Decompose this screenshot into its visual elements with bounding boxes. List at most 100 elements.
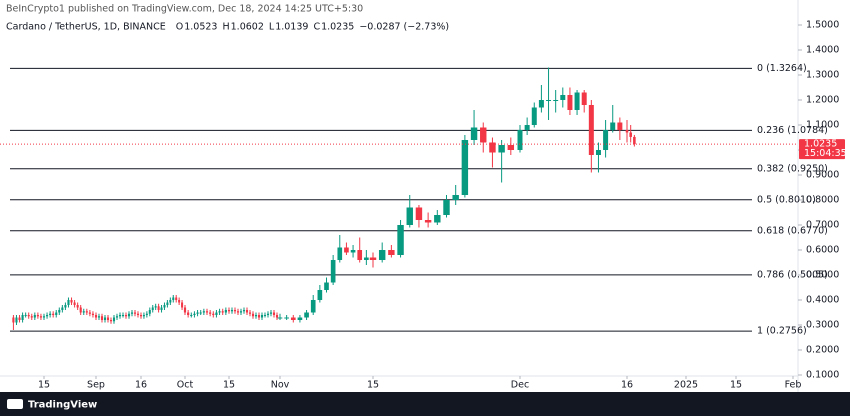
- candle-body: [257, 315, 261, 318]
- candle-body: [124, 315, 128, 317]
- candle-body: [79, 307, 82, 313]
- candle-body: [94, 315, 98, 318]
- y-tick-label: 1.1000: [806, 120, 839, 131]
- x-tick-label: Feb: [785, 380, 802, 391]
- candle-body: [517, 130, 523, 150]
- candle-body: [397, 225, 404, 255]
- candle-body: [581, 92, 587, 105]
- candle-body: [254, 315, 258, 317]
- candle-body: [52, 313, 55, 315]
- candle-body: [163, 305, 166, 308]
- candle-body: [209, 312, 212, 314]
- candle-body: [248, 312, 252, 314]
- candle-body: [378, 250, 386, 260]
- footer: [0, 392, 850, 416]
- y-tick-label: 1.5000: [806, 20, 839, 31]
- x-tick-label: 15: [730, 380, 742, 391]
- candle-body: [136, 313, 140, 315]
- candle-body: [364, 257, 369, 260]
- candle-body: [263, 315, 267, 316]
- candle-body: [45, 315, 49, 317]
- quote-value: 1.0235: [321, 22, 354, 33]
- candle-body: [18, 317, 21, 320]
- symbol-legend: Cardano / TetherUS, 1D, BINANCE O 1.0523 H…: [6, 22, 449, 33]
- candle-body: [227, 310, 231, 312]
- candle-body: [242, 310, 246, 312]
- candle-body: [625, 130, 629, 133]
- fib-label: 0.382 (0.9250): [757, 163, 828, 174]
- candle-body: [118, 315, 122, 317]
- candle-body: [531, 107, 537, 125]
- candle-body: [67, 300, 70, 305]
- publish-note: BeInCrypto1 published on TradingView.com…: [6, 4, 363, 15]
- candle-body: [115, 316, 119, 318]
- candle-body: [251, 313, 255, 317]
- candle-body: [109, 320, 113, 322]
- candle-body: [112, 317, 116, 322]
- candle-body: [218, 311, 221, 313]
- candle-body: [304, 312, 309, 318]
- candle-body: [106, 317, 110, 320]
- candle-body: [33, 315, 36, 318]
- candle-body: [461, 140, 469, 195]
- x-tick-label: 16: [621, 380, 633, 391]
- x-tick-label: 2025: [674, 380, 698, 391]
- candle-body: [317, 290, 323, 300]
- symbol: Cardano / TetherUS, 1D, BINANCE: [6, 22, 166, 33]
- quote-change: −0.0287 (−2.73%): [359, 22, 449, 33]
- candle-body: [357, 250, 363, 260]
- candle-body: [130, 312, 134, 314]
- y-tick-label: 0.6000: [806, 245, 839, 256]
- x-tick-label: Dec: [511, 380, 529, 391]
- candle-body: [91, 313, 95, 315]
- candle-body: [507, 145, 515, 150]
- candle-body: [617, 122, 623, 130]
- candle-body: [55, 312, 58, 315]
- candle-body: [199, 312, 202, 314]
- candle-body: [183, 307, 187, 313]
- quote-value: 1.0602: [231, 22, 264, 33]
- fib-label: 0.5 (0.8010): [757, 194, 816, 205]
- candle-body: [27, 315, 30, 317]
- candle-body: [193, 313, 196, 315]
- candle-body: [603, 130, 609, 150]
- candle-body: [629, 132, 632, 137]
- candle-body: [260, 315, 264, 318]
- candle-body: [12, 317, 15, 323]
- candle-body: [272, 312, 276, 315]
- quote-value: 1.0523: [184, 22, 217, 33]
- candle-body: [350, 250, 356, 253]
- y-tick-label: 1.2000: [806, 95, 839, 106]
- candle-body: [15, 317, 18, 323]
- fib-label: 0 (1.3264): [757, 63, 807, 74]
- candle-body: [245, 310, 249, 313]
- candle-body: [553, 100, 559, 101]
- y-tick-label: 1.4000: [806, 45, 839, 56]
- candle-body: [633, 136, 636, 145]
- candle-body: [524, 125, 530, 130]
- candle-body: [610, 122, 616, 130]
- candle-body: [39, 316, 43, 318]
- candle-body: [266, 313, 270, 315]
- candle-body: [187, 312, 190, 315]
- candle-body: [190, 315, 193, 316]
- candle-body: [595, 150, 601, 155]
- candle-body: [212, 313, 215, 315]
- candle-body: [489, 142, 496, 153]
- quote-key: H: [222, 22, 229, 33]
- fib-label: 0.618 (0.6770): [757, 225, 828, 236]
- candle-body: [290, 317, 296, 320]
- candle-body: [73, 302, 76, 305]
- countdown: 15:04:35: [804, 148, 847, 159]
- brand: TradingView: [28, 400, 97, 411]
- candle-body: [178, 300, 181, 303]
- y-tick-label: 1.3000: [806, 70, 839, 81]
- candle-body: [142, 315, 145, 317]
- candle-body: [205, 311, 209, 313]
- candle-body: [24, 315, 27, 316]
- y-tick-label: 0.4000: [806, 295, 839, 306]
- candle-body: [145, 313, 148, 315]
- candle-body: [233, 310, 237, 312]
- candle-body: [70, 300, 73, 303]
